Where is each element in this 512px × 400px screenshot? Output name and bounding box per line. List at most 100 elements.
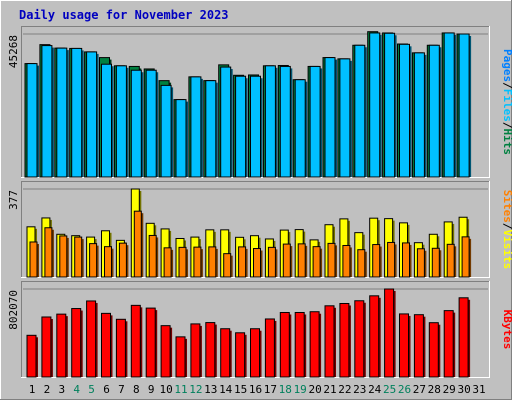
kbytes-kbytes-bar [458, 297, 469, 378]
visits-sites-sites-bar [402, 242, 410, 278]
visits-sites-sites-bar-shadow [96, 245, 99, 277]
kbytes-kbytes-bar-shadow [80, 310, 83, 377]
visits-sites-sites-bar-shadow [275, 249, 278, 277]
visits-sites-legend-separator: / [501, 223, 512, 230]
day-label: 21 [323, 383, 336, 396]
visits-sites-sites-bar [267, 246, 276, 278]
visits-sites-sites-bar-shadow [379, 246, 382, 277]
hits-files-pages-files-bar-shadow [245, 78, 248, 177]
hits-files-pages-files-bar-shadow [469, 36, 472, 177]
visits-sites-sites-bar-shadow [409, 244, 412, 277]
visits-sites-sites-bar [312, 246, 321, 278]
kbytes-kbytes-bar [56, 313, 67, 378]
kbytes-kbytes-bar-shadow [304, 314, 307, 377]
visits-sites-sites-bar [416, 248, 425, 278]
kbytes-legend-kbytes: KBytes [501, 310, 512, 350]
day-label: 30 [457, 383, 470, 396]
hits-files-pages-files-bar [235, 75, 247, 178]
visits-sites-sites-bar [253, 248, 261, 278]
x-axis: 1 2 3 4 5 6 7 8 9 10 11 12 13 14 15 16 17 18 19 20 21 22 23 24 2… [29, 383, 486, 396]
visits-sites-sites-bar [387, 241, 396, 278]
visits-sites-sites-bar [29, 241, 38, 278]
chart-panels: 45268Pages/Files/Hits377Sites/Visits8020… [7, 26, 512, 378]
hits-files-pages-legend-files: Files [501, 89, 512, 122]
hits-files-pages-files-bar-shadow [275, 67, 278, 177]
hits-files-pages-files-bar [428, 44, 440, 178]
kbytes-kbytes-bar [339, 302, 350, 378]
visits-sites-sites-bar-shadow [171, 249, 174, 277]
kbytes-kbytes-bar [384, 288, 395, 378]
visits-sites-sites-bar [372, 244, 381, 278]
day-label: 17 [264, 383, 277, 396]
kbytes-kbytes-bar-shadow [259, 330, 262, 377]
hits-files-pages-files-bar [413, 52, 425, 178]
day-label: 25 [383, 383, 396, 396]
visits-sites-sites-bar [223, 253, 232, 278]
visits-sites-sites-bar [297, 243, 306, 278]
hits-files-pages-files-bar [190, 76, 202, 178]
hits-files-pages-files-bar [86, 51, 98, 178]
kbytes-kbytes-bar-shadow [334, 307, 336, 377]
hits-files-pages-files-bar-shadow [290, 68, 293, 177]
hits-files-pages-files-bar-shadow [305, 81, 308, 177]
visits-sites-sites-bar-shadow [111, 248, 114, 277]
hits-files-pages-files-bar-shadow [349, 60, 352, 177]
kbytes-kbytes-bar-shadow [95, 302, 98, 377]
kbytes-kbytes-bar [130, 304, 141, 378]
kbytes-max-label: 802070 [7, 290, 20, 330]
kbytes-panel: 802070 KBytes [7, 281, 512, 378]
kbytes-kbytes-bar [115, 318, 126, 378]
kbytes-kbytes-bar [26, 334, 37, 378]
visits-sites-sites-bar [238, 246, 247, 278]
kbytes-kbytes-bar-shadow [468, 299, 471, 377]
kbytes-kbytes-bar-shadow [289, 314, 292, 377]
kbytes-kbytes-bar-shadow [50, 318, 53, 377]
kbytes-kbytes-bar [399, 313, 409, 378]
hits-files-pages-files-bar-shadow [96, 53, 99, 177]
hits-files-pages-files-bar [324, 57, 336, 178]
visits-sites-sites-bar [118, 242, 127, 278]
day-label: 3 [58, 383, 65, 396]
kbytes-kbytes-bar [413, 314, 424, 378]
day-label: 20 [308, 383, 321, 396]
kbytes-kbytes-bar-shadow [125, 321, 128, 377]
hits-files-pages-legend-separator: / [501, 82, 512, 89]
visits-sites-sites-bar-shadow [230, 255, 233, 277]
day-label: 5 [88, 383, 95, 396]
kbytes-kbytes-bar [71, 308, 82, 378]
day-label: 22 [338, 383, 351, 396]
hits-files-pages-files-bar [458, 33, 470, 178]
visits-sites-sites-bar [104, 246, 112, 278]
visits-sites-sites-bar [431, 247, 440, 278]
hits-files-pages-files-bar-shadow [230, 69, 233, 177]
kbytes-kbytes-bar [190, 323, 201, 378]
visits-sites-sites-bar-shadow [66, 237, 69, 277]
kbytes-kbytes-bar [175, 336, 186, 378]
day-label: 2 [44, 383, 51, 396]
visits-sites-sites-bar [357, 249, 366, 278]
hits-files-pages-files-bar [41, 45, 53, 178]
day-label: 12 [189, 383, 202, 396]
hits-files-pages-files-bar [101, 63, 112, 178]
visits-sites-sites-bar-shadow [469, 238, 472, 277]
hits-files-pages-files-bar [130, 69, 142, 178]
visits-sites-sites-bar-shadow [260, 250, 263, 277]
kbytes-kbytes-bar-shadow [348, 305, 351, 377]
hits-files-pages-files-bar [354, 44, 366, 178]
visits-sites-sites-bar-shadow [51, 229, 54, 277]
day-label: 28 [428, 383, 441, 396]
visits-sites-sites-bar [208, 246, 217, 278]
kbytes-kbytes-bar [101, 312, 111, 378]
hits-files-pages-legend-pages: Pages [501, 49, 512, 82]
hits-files-pages-files-bar-shadow [439, 47, 442, 178]
visits-sites-sites-bar [163, 247, 172, 278]
visits-sites-sites-bar [342, 244, 351, 278]
kbytes-kbytes-bar-shadow [155, 310, 158, 377]
kbytes-kbytes-bar [250, 328, 260, 378]
kbytes-kbytes-bar-shadow [438, 324, 441, 377]
kbytes-kbytes-bar-shadow [65, 316, 68, 377]
day-label: 18 [279, 383, 292, 396]
hits-files-pages-files-bar [26, 63, 38, 178]
day-label: 29 [443, 383, 456, 396]
